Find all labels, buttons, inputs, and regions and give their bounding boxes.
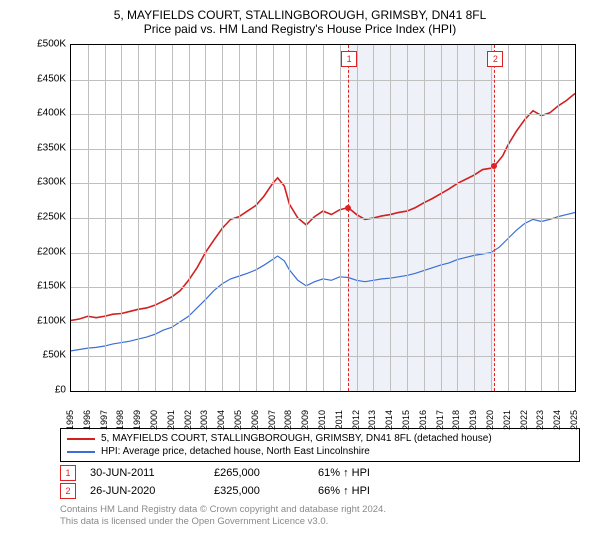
x-tick-label: 2009 (300, 410, 310, 430)
x-tick-label: 2004 (216, 410, 226, 430)
legend-label: HPI: Average price, detached house, Nort… (101, 446, 370, 457)
x-tick-label: 2010 (317, 410, 327, 430)
y-tick-label: £450K (37, 73, 66, 84)
y-tick-label: £250K (37, 212, 66, 223)
legend-label: 5, MAYFIELDS COURT, STALLINGBOROUGH, GRI… (101, 433, 492, 444)
sale-pct: 66% ↑ HPI (318, 485, 370, 497)
legend-box: 5, MAYFIELDS COURT, STALLINGBOROUGH, GRI… (60, 428, 580, 462)
sale-dot (345, 205, 351, 211)
sales-table: 1 30-JUN-2011 £265,000 61% ↑ HPI 2 26-JUN-202… (60, 464, 580, 500)
sale-date: 30-JUN-2011 (90, 467, 200, 479)
x-tick-label: 2016 (418, 410, 428, 430)
x-tick-label: 2022 (519, 410, 529, 430)
x-tick-label: 1995 (65, 410, 75, 430)
y-tick-label: £350K (37, 142, 66, 153)
chart-area: £0 £50K £100K £150K £200K £250K £300K £350K £400… (20, 40, 580, 420)
plot-area: 12 (70, 44, 576, 392)
footer-line-1: Contains HM Land Registry data © Crown c… (60, 504, 580, 516)
legend-row: HPI: Average price, detached house, Nort… (67, 445, 573, 458)
sale-marker: 2 (487, 51, 503, 67)
x-tick-label: 2020 (485, 410, 495, 430)
x-tick-label: 2007 (267, 410, 277, 430)
y-tick-label: £150K (37, 281, 66, 292)
x-tick-label: 2000 (149, 410, 159, 430)
x-tick-label: 2023 (535, 410, 545, 430)
sale-index-box: 1 (60, 465, 76, 481)
chart-title-1: 5, MAYFIELDS COURT, STALLINGBOROUGH, GRI… (10, 8, 590, 22)
x-tick-label: 2014 (384, 410, 394, 430)
x-tick-label: 2001 (166, 410, 176, 430)
x-tick-label: 2015 (401, 410, 411, 430)
legend-row: 5, MAYFIELDS COURT, STALLINGBOROUGH, GRI… (67, 432, 573, 445)
x-axis-labels: 1995199619971998199920002001200220032004… (70, 392, 576, 420)
sale-index-box: 2 (60, 483, 76, 499)
x-tick-label: 2005 (233, 410, 243, 430)
x-tick-label: 1998 (115, 410, 125, 430)
y-tick-label: £0 (55, 385, 66, 396)
sale-date: 26-JUN-2020 (90, 485, 200, 497)
x-tick-label: 2017 (435, 410, 445, 430)
sale-row: 1 30-JUN-2011 £265,000 61% ↑ HPI (60, 464, 580, 482)
x-tick-label: 2019 (468, 410, 478, 430)
footer-line-2: This data is licensed under the Open Gov… (60, 516, 580, 528)
footer-attribution: Contains HM Land Registry data © Crown c… (60, 504, 580, 529)
x-tick-label: 1999 (132, 410, 142, 430)
x-tick-label: 2013 (367, 410, 377, 430)
sale-price: £265,000 (214, 467, 304, 479)
x-tick-label: 2025 (569, 410, 579, 430)
x-tick-label: 2018 (451, 410, 461, 430)
sale-pct: 61% ↑ HPI (318, 467, 370, 479)
sale-price: £325,000 (214, 485, 304, 497)
legend-swatch (67, 451, 95, 453)
y-tick-label: £50K (43, 350, 66, 361)
sale-marker: 1 (341, 51, 357, 67)
y-tick-label: £300K (37, 177, 66, 188)
y-tick-label: £100K (37, 315, 66, 326)
x-tick-label: 2006 (250, 410, 260, 430)
chart-title-2: Price paid vs. HM Land Registry's House … (10, 22, 590, 36)
x-tick-label: 2008 (283, 410, 293, 430)
x-tick-label: 2002 (183, 410, 193, 430)
y-tick-label: £400K (37, 108, 66, 119)
x-tick-label: 2003 (199, 410, 209, 430)
x-tick-label: 1997 (99, 410, 109, 430)
sale-dot (491, 163, 497, 169)
y-tick-label: £500K (37, 39, 66, 50)
sale-row: 2 26-JUN-2020 £325,000 66% ↑ HPI (60, 482, 580, 500)
x-tick-label: 2021 (502, 410, 512, 430)
x-tick-label: 2011 (334, 410, 344, 429)
y-tick-label: £200K (37, 246, 66, 257)
legend-swatch (67, 438, 95, 440)
y-axis-labels: £0£50K£100K£150K£200K£250K£300K£350K£400… (20, 44, 68, 392)
x-tick-label: 1996 (82, 410, 92, 430)
x-tick-label: 2012 (351, 410, 361, 430)
x-tick-label: 2024 (552, 410, 562, 430)
